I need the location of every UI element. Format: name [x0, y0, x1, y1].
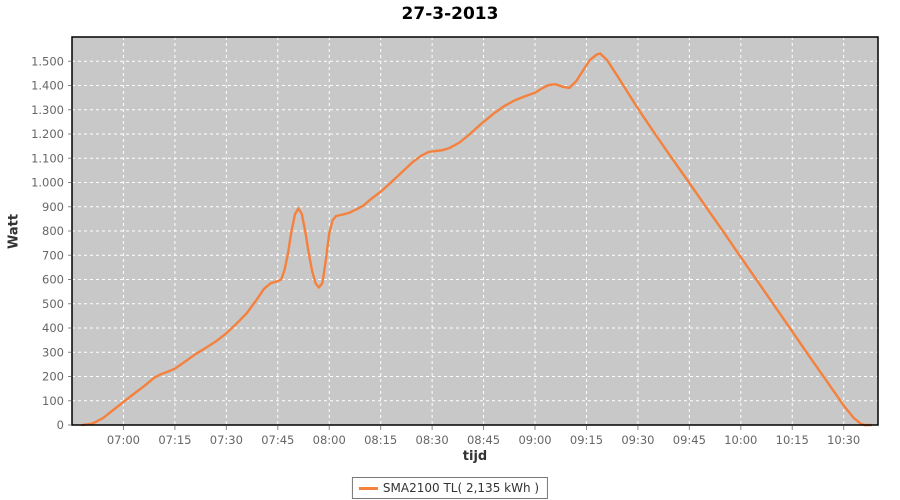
x-tick-label: 07:00: [107, 433, 140, 447]
x-tick-label: 09:45: [673, 433, 706, 447]
y-tick-label: 800: [42, 224, 64, 238]
y-tick-label: 1.200: [31, 127, 64, 141]
y-tick-label: 500: [42, 297, 64, 311]
legend-series-label: SMA2100 TL( 2,135 kWh ): [382, 481, 540, 495]
x-tick-label: 10:00: [724, 433, 757, 447]
y-tick-label: 400: [42, 321, 64, 335]
y-tick-label: 300: [42, 345, 64, 359]
x-tick-label: 09:15: [570, 433, 603, 447]
x-tick-label: 07:45: [261, 433, 294, 447]
y-tick-label: 900: [42, 200, 64, 214]
x-tick-label: 07:30: [210, 433, 243, 447]
y-tick-label: 100: [42, 394, 64, 408]
x-tick-label: 08:15: [364, 433, 397, 447]
x-tick-label: 07:15: [158, 433, 191, 447]
y-axis-title: Watt: [6, 213, 22, 250]
x-tick-label: 08:00: [313, 433, 346, 447]
y-tick-label: 600: [42, 273, 64, 287]
x-tick-label: 09:00: [518, 433, 551, 447]
y-tick-label: 0: [57, 418, 64, 432]
y-tick-label: 700: [42, 248, 64, 262]
chart-title: 27-3-2013: [401, 4, 499, 24]
y-tick-label: 1.400: [31, 79, 64, 93]
plot-border: [71, 36, 879, 426]
x-tick-label: 09:30: [621, 433, 654, 447]
y-tick-label: 1.500: [31, 54, 64, 68]
legend-series-line-swatch: [358, 486, 378, 490]
x-tick-label: 08:30: [416, 433, 449, 447]
y-tick-label: 200: [42, 370, 64, 384]
x-tick-label: 10:30: [827, 433, 860, 447]
x-axis-title: tijd: [462, 449, 488, 464]
series-line: [81, 52, 873, 427]
y-tick-label: 1.300: [31, 103, 64, 117]
y-tick-label: 1.100: [31, 151, 64, 165]
y-tick-label: 1.000: [31, 176, 64, 190]
x-tick-label: 08:45: [467, 433, 500, 447]
legend: SMA2100 TL( 2,135 kWh ): [351, 477, 549, 499]
x-tick-label: 10:15: [776, 433, 809, 447]
